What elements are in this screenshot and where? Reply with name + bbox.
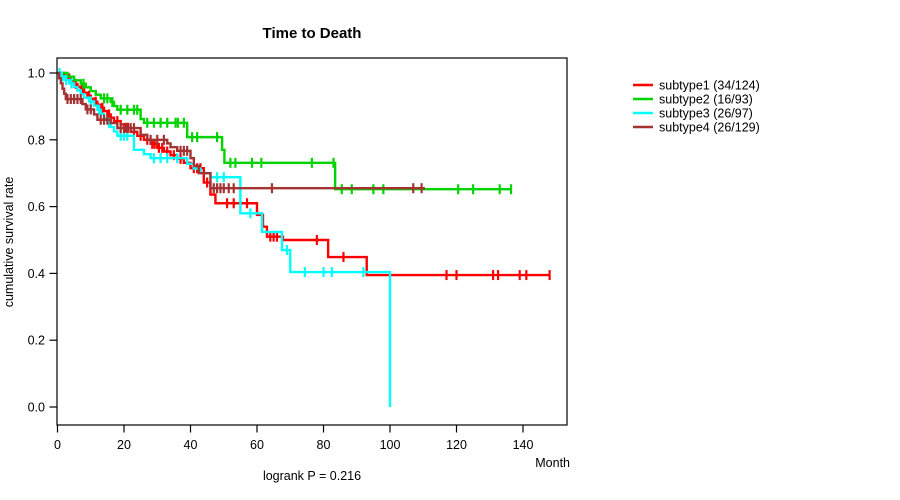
- legend-label-subtype4: subtype4 (26/129): [659, 121, 760, 135]
- x-tick-label: 120: [446, 438, 467, 452]
- y-tick-label: 0.0: [28, 401, 45, 415]
- series-curve-subtype3: [57, 71, 392, 407]
- series-curve-subtype4: [57, 71, 425, 190]
- y-tick-label: 1.0: [28, 67, 45, 81]
- logrank-pvalue: logrank P = 0.216: [263, 469, 361, 483]
- x-tick-label: 100: [380, 438, 401, 452]
- legend: subtype1 (34/124)subtype2 (16/93)subtype…: [633, 79, 760, 135]
- legend-label-subtype1: subtype1 (34/124): [659, 79, 760, 93]
- y-tick-label: 0.2: [28, 334, 45, 348]
- series-curve-subtype1: [57, 71, 551, 277]
- x-tick-label: 40: [184, 438, 198, 452]
- plot-frame: [56, 57, 568, 426]
- x-tick-label: 0: [54, 438, 61, 452]
- x-axis: 0 20 40 60 80 100 120 140: [54, 425, 533, 452]
- x-tick-label: 140: [513, 438, 534, 452]
- x-tick-label: 60: [250, 438, 264, 452]
- censor-marks-subtype1: [68, 73, 551, 281]
- x-axis-label: Month: [535, 456, 570, 470]
- y-tick-label: 0.4: [28, 267, 45, 281]
- y-axis-label: cumulative survival rate: [2, 177, 16, 308]
- x-tick-label: 80: [317, 438, 331, 452]
- censor-marks-subtype4: [66, 94, 423, 194]
- legend-label-subtype3: subtype3 (26/97): [659, 107, 753, 121]
- y-axis: 0.0 0.2 0.4 0.6 0.8 1.0: [28, 67, 57, 415]
- y-tick-label: 0.6: [28, 200, 45, 214]
- y-tick-label: 0.8: [28, 133, 45, 147]
- legend-label-subtype2: subtype2 (16/93): [659, 93, 753, 107]
- censor-marks-subtype3: [58, 68, 365, 278]
- series-layer: [57, 68, 551, 407]
- x-tick-label: 20: [117, 438, 131, 452]
- censor-marks-subtype2: [82, 78, 513, 195]
- chart-title: Time to Death: [263, 25, 362, 42]
